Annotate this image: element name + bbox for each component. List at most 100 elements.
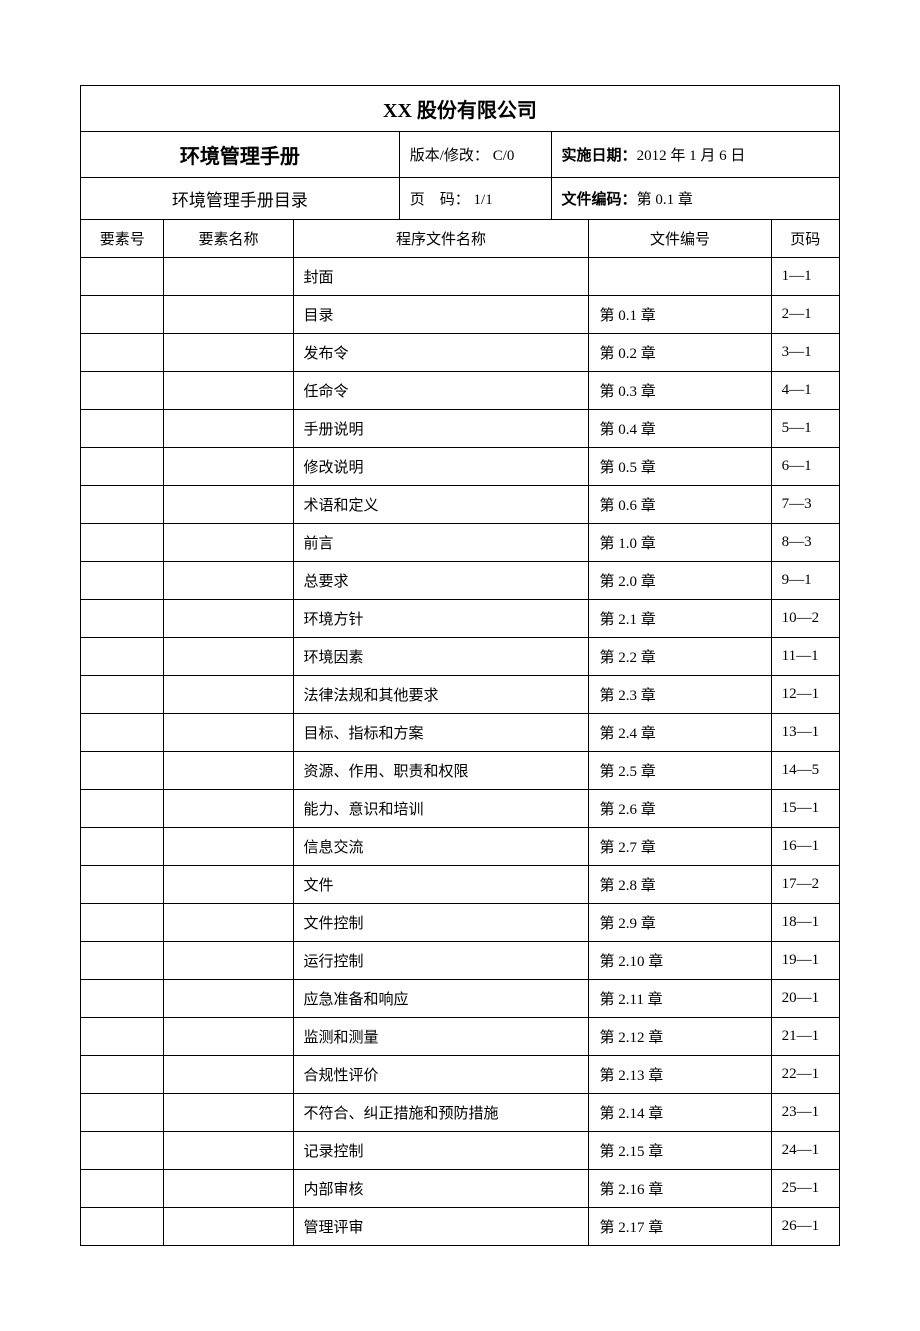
cell-doc-code: 第 0.6 章 [589,486,771,524]
cell-element-name [164,1132,293,1170]
cell-element-name [164,486,293,524]
cell-page-num: 4—1 [771,372,839,410]
cell-element-name [164,1056,293,1094]
cell-doc-code: 第 2.4 章 [589,714,771,752]
cell-doc-code: 第 2.13 章 [589,1056,771,1094]
col-element-name: 要素名称 [164,220,293,258]
cell-doc-name: 不符合、纠正措施和预防措施 [293,1094,589,1132]
cell-element-no [81,790,164,828]
date-value: 2012 年 1 月 6 日 [637,148,746,164]
table-row: 环境方针第 2.1 章10—2 [81,600,840,638]
cell-element-name [164,676,293,714]
cell-doc-name: 合规性评价 [293,1056,589,1094]
date-cell: 实施日期：2012 年 1 月 6 日 [551,132,839,178]
cell-doc-name: 能力、意识和培训 [293,790,589,828]
cell-element-no [81,980,164,1018]
cell-element-name [164,942,293,980]
version-cell: 版本/修改： C/0 [399,132,551,178]
cell-element-no [81,524,164,562]
table-row: 合规性评价第 2.13 章22—1 [81,1056,840,1094]
cell-page-num: 3—1 [771,334,839,372]
cell-doc-name: 法律法规和其他要求 [293,676,589,714]
company-title-row: XX 股份有限公司 [81,86,840,132]
column-header-row: 要素号 要素名称 程序文件名称 文件编号 页码 [81,220,840,258]
table-row: 法律法规和其他要求第 2.3 章12—1 [81,676,840,714]
cell-doc-code: 第 0.5 章 [589,448,771,486]
cell-element-name [164,1208,293,1246]
cell-doc-code: 第 2.14 章 [589,1094,771,1132]
cell-page-num: 13—1 [771,714,839,752]
cell-page-num: 14—5 [771,752,839,790]
cell-element-name [164,638,293,676]
cell-doc-name: 前言 [293,524,589,562]
table-row: 总要求第 2.0 章9—1 [81,562,840,600]
cell-page-num: 18—1 [771,904,839,942]
cell-page-num: 2—1 [771,296,839,334]
cell-element-name [164,1094,293,1132]
table-row: 内部审核第 2.16 章25—1 [81,1170,840,1208]
cell-doc-name: 文件 [293,866,589,904]
table-row: 手册说明第 0.4 章5—1 [81,410,840,448]
cell-element-no [81,600,164,638]
cell-element-name [164,448,293,486]
cell-element-no [81,1056,164,1094]
cell-doc-name: 运行控制 [293,942,589,980]
cell-element-name [164,714,293,752]
cell-page-num: 21—1 [771,1018,839,1056]
cell-doc-code: 第 2.12 章 [589,1018,771,1056]
cell-element-no [81,714,164,752]
table-row: 环境因素第 2.2 章11—1 [81,638,840,676]
cell-element-name [164,752,293,790]
cell-page-num: 20—1 [771,980,839,1018]
cell-page-num: 17—2 [771,866,839,904]
col-doc-name: 程序文件名称 [293,220,589,258]
version-label: 版本/修改： [410,148,489,164]
cell-doc-code: 第 2.17 章 [589,1208,771,1246]
cell-doc-code [589,258,771,296]
cell-element-name [164,600,293,638]
table-row: 任命令第 0.3 章4—1 [81,372,840,410]
cell-page-num: 7—3 [771,486,839,524]
cell-doc-name: 应急准备和响应 [293,980,589,1018]
cell-page-num: 26—1 [771,1208,839,1246]
cell-doc-code: 第 2.0 章 [589,562,771,600]
table-row: 文件第 2.8 章17—2 [81,866,840,904]
cell-page-num: 22—1 [771,1056,839,1094]
cell-element-no [81,448,164,486]
cell-doc-name: 管理评审 [293,1208,589,1246]
version-value: C/0 [493,148,515,164]
page-label: 页 码： [410,192,470,208]
cell-doc-name: 任命令 [293,372,589,410]
table-row: 文件控制第 2.9 章18—1 [81,904,840,942]
table-row: 术语和定义第 0.6 章7—3 [81,486,840,524]
cell-page-num: 6—1 [771,448,839,486]
cell-doc-name: 记录控制 [293,1132,589,1170]
table-row: 不符合、纠正措施和预防措施第 2.14 章23—1 [81,1094,840,1132]
cell-doc-code: 第 0.3 章 [589,372,771,410]
table-row: 资源、作用、职责和权限第 2.5 章14—5 [81,752,840,790]
cell-element-no [81,1170,164,1208]
cell-page-num: 10—2 [771,600,839,638]
cell-element-no [81,752,164,790]
data-rows-body: 封面1—1目录第 0.1 章2—1发布令第 0.2 章3—1任命令第 0.3 章… [81,258,840,1246]
cell-doc-name: 内部审核 [293,1170,589,1208]
cell-element-no [81,334,164,372]
cell-doc-name: 手册说明 [293,410,589,448]
cell-element-name [164,866,293,904]
header-row-2: 环境管理手册目录 页 码： 1/1 文件编码：第 0.1 章 [81,178,840,220]
cell-page-num: 15—1 [771,790,839,828]
cell-doc-name: 信息交流 [293,828,589,866]
col-page-num: 页码 [771,220,839,258]
page-value: 1/1 [474,192,493,208]
table-row: 发布令第 0.2 章3—1 [81,334,840,372]
cell-doc-name: 目录 [293,296,589,334]
cell-doc-code: 第 0.4 章 [589,410,771,448]
header-row-1: 环境管理手册 版本/修改： C/0 实施日期：2012 年 1 月 6 日 [81,132,840,178]
table-row: 目录第 0.1 章2—1 [81,296,840,334]
cell-element-no [81,1132,164,1170]
cell-element-no [81,676,164,714]
toc-table: XX 股份有限公司 环境管理手册 版本/修改： C/0 实施日期：2012 年 … [80,85,840,1246]
page-cell: 页 码： 1/1 [399,178,551,220]
cell-doc-code: 第 2.5 章 [589,752,771,790]
date-label: 实施日期： [562,148,637,164]
